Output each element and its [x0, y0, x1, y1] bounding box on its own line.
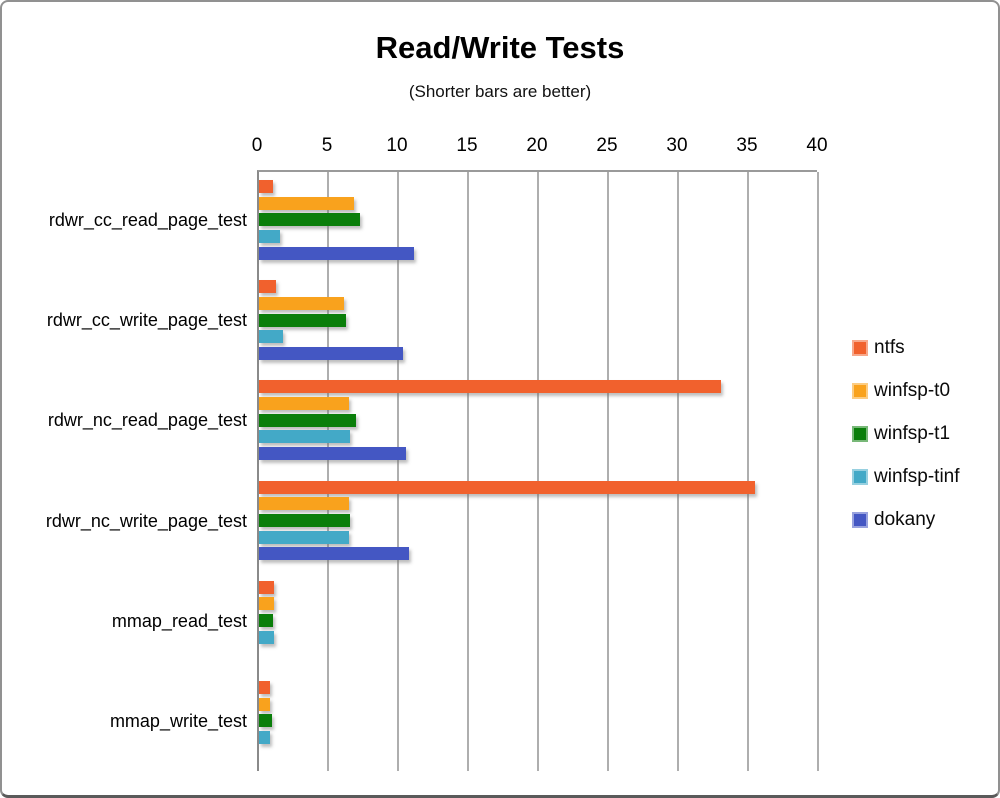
bar-mmap_write_test-winfsp-t1: [259, 714, 272, 728]
category-label-rdwr_cc_read_page_test: rdwr_cc_read_page_test: [48, 210, 247, 230]
bar-rdwr_nc_read_page_test-winfsp-t1: [259, 413, 356, 427]
category-label-rdwr_nc_read_page_test: rdwr_nc_read_page_test: [47, 410, 247, 431]
x-tick-label-5: 5: [321, 135, 333, 156]
bar-rdwr_cc_read_page_test-winfsp-tinf: [259, 230, 280, 244]
bar-mmap_write_test-winfsp-tinf: [259, 730, 271, 744]
bar-rdwr_cc_write_page_test-ntfs: [259, 280, 276, 294]
legend: ntfs winfsp-t0 winfsp-t1 winfsp-tinf dokany: [852, 337, 960, 554]
x-tick-label-25: 25: [596, 135, 618, 156]
bar-mmap_read_test-winfsp-t0: [259, 597, 275, 611]
x-tick-label-20: 20: [526, 135, 548, 156]
category-label-mmap_write_test: mmap_write_test: [109, 710, 247, 731]
gridline-x-5: [327, 172, 329, 771]
x-tick-label-40: 40: [806, 135, 828, 156]
bar-mmap_read_test-ntfs: [259, 580, 275, 594]
category-label-mmap_read_test: mmap_read_test: [111, 610, 247, 631]
gridline-x-30: [677, 172, 679, 771]
bar-rdwr_cc_write_page_test-winfsp-tinf: [259, 330, 283, 344]
gridline-x-40: [817, 172, 819, 771]
legend-label-winfsp-tinf: winfsp-tinf: [874, 466, 960, 487]
bar-rdwr_cc_read_page_test-winfsp-t0: [259, 196, 355, 210]
legend-label-dokany: dokany: [874, 509, 936, 530]
legend-swatch-ntfs-icon: [852, 340, 868, 356]
bar-mmap_read_test-winfsp-t1: [259, 614, 273, 628]
bar-mmap_write_test-ntfs: [259, 680, 271, 694]
x-tick-label-0: 0: [251, 135, 263, 156]
bar-rdwr_cc_read_page_test-dokany: [259, 246, 415, 260]
bar-rdwr_nc_write_page_test-winfsp-t0: [259, 497, 349, 511]
chart-title: Read/Write Tests: [375, 30, 625, 65]
chart-subtitle: (Shorter bars are better): [408, 82, 592, 101]
bar-rdwr_cc_write_page_test-winfsp-t1: [259, 313, 346, 327]
legend-label-winfsp-t0: winfsp-t0: [874, 380, 951, 401]
bar-rdwr_nc_read_page_test-winfsp-t0: [259, 397, 349, 411]
bar-rdwr_cc_read_page_test-ntfs: [259, 180, 273, 193]
plot-area: [257, 170, 819, 771]
legend-item-dokany: dokany: [852, 509, 960, 530]
bar-rdwr_cc_read_page_test-winfsp-t1: [259, 213, 360, 227]
bar-rdwr_nc_read_page_test-winfsp-tinf: [259, 430, 350, 444]
legend-item-winfsp-tinf: winfsp-tinf: [852, 466, 960, 487]
x-tick-label-15: 15: [456, 135, 478, 156]
legend-label-winfsp-t1: winfsp-t1: [874, 423, 951, 444]
legend-item-winfsp-t0: winfsp-t0: [852, 380, 960, 401]
bar-mmap_write_test-winfsp-t0: [259, 697, 271, 711]
x-tick-label-35: 35: [736, 135, 758, 156]
legend-item-ntfs: ntfs: [852, 337, 960, 358]
x-tick-label-10: 10: [386, 135, 408, 156]
bar-rdwr_nc_read_page_test-ntfs: [259, 380, 721, 394]
bar-mmap_read_test-winfsp-tinf: [259, 630, 275, 644]
gridline-x-35: [747, 172, 749, 771]
bar-rdwr_nc_write_page_test-winfsp-t1: [259, 513, 350, 527]
legend-swatch-dokany-icon: [852, 512, 868, 528]
gridline-x-10: [397, 172, 399, 771]
legend-swatch-winfsp-t1-icon: [852, 426, 868, 442]
bar-rdwr_nc_write_page_test-dokany: [259, 547, 409, 561]
category-label-rdwr_cc_write_page_test: rdwr_cc_write_page_test: [46, 310, 247, 331]
bar-rdwr_nc_write_page_test-ntfs: [259, 480, 755, 494]
bar-rdwr_cc_write_page_test-dokany: [259, 346, 404, 360]
legend-label-ntfs: ntfs: [874, 337, 905, 358]
legend-item-winfsp-t1: winfsp-t1: [852, 423, 960, 444]
gridline-x-25: [607, 172, 609, 771]
legend-swatch-winfsp-tinf-icon: [852, 469, 868, 485]
bar-rdwr_nc_read_page_test-dokany: [259, 447, 406, 461]
legend-swatch-winfsp-t0-icon: [852, 383, 868, 399]
bar-rdwr_nc_write_page_test-winfsp-tinf: [259, 530, 349, 544]
gridline-x-15: [467, 172, 469, 771]
x-tick-label-30: 30: [666, 135, 688, 156]
gridline-x-20: [537, 172, 539, 771]
bar-rdwr_cc_write_page_test-winfsp-t0: [259, 296, 345, 310]
category-label-rdwr_nc_write_page_test: rdwr_nc_write_page_test: [45, 510, 247, 531]
